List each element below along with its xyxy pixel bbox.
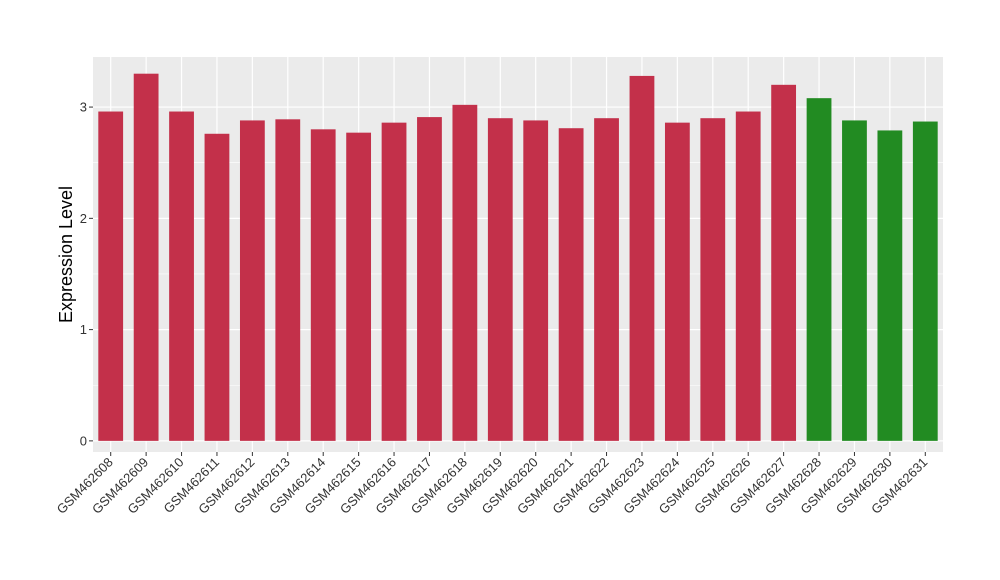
y-tick-label: 0 [80, 433, 87, 448]
x-axis: GSM462608GSM462609GSM462610GSM462611GSM4… [54, 452, 930, 517]
bar-GSM462627 [771, 84, 797, 441]
bar-GSM462621 [558, 128, 584, 441]
bar-GSM462623 [629, 75, 655, 441]
bar-GSM462613 [275, 119, 301, 441]
bar-GSM462608 [98, 111, 124, 441]
bars [98, 73, 938, 441]
bar-GSM462612 [239, 120, 265, 441]
y-tick-label: 2 [80, 211, 87, 226]
y-tick-label: 1 [80, 322, 87, 337]
plot-panel [93, 57, 943, 452]
y-axis: 0 1 2 3 [80, 100, 93, 448]
bar-GSM462619 [487, 118, 513, 441]
bar-GSM462609 [133, 73, 159, 441]
bar-GSM462622 [594, 118, 619, 441]
bar-GSM462617 [417, 117, 442, 441]
bar-GSM462626 [735, 111, 761, 441]
bar-GSM462615 [346, 132, 372, 441]
bar-GSM462616 [381, 122, 407, 441]
bar-GSM462620 [523, 120, 549, 441]
y-axis-title: Expression Level [56, 186, 76, 323]
y-tick-label: 3 [80, 100, 87, 115]
bar-GSM462611 [204, 133, 230, 441]
bar-GSM462630 [877, 130, 903, 441]
bar-GSM462625 [700, 118, 726, 441]
bar-GSM462628 [806, 98, 832, 441]
bar-GSM462631 [912, 121, 938, 441]
bar-GSM462624 [664, 122, 690, 441]
bar-GSM462629 [842, 120, 867, 441]
bar-GSM462618 [452, 104, 478, 441]
bar-GSM462610 [169, 111, 194, 441]
bar-GSM462614 [310, 129, 336, 441]
